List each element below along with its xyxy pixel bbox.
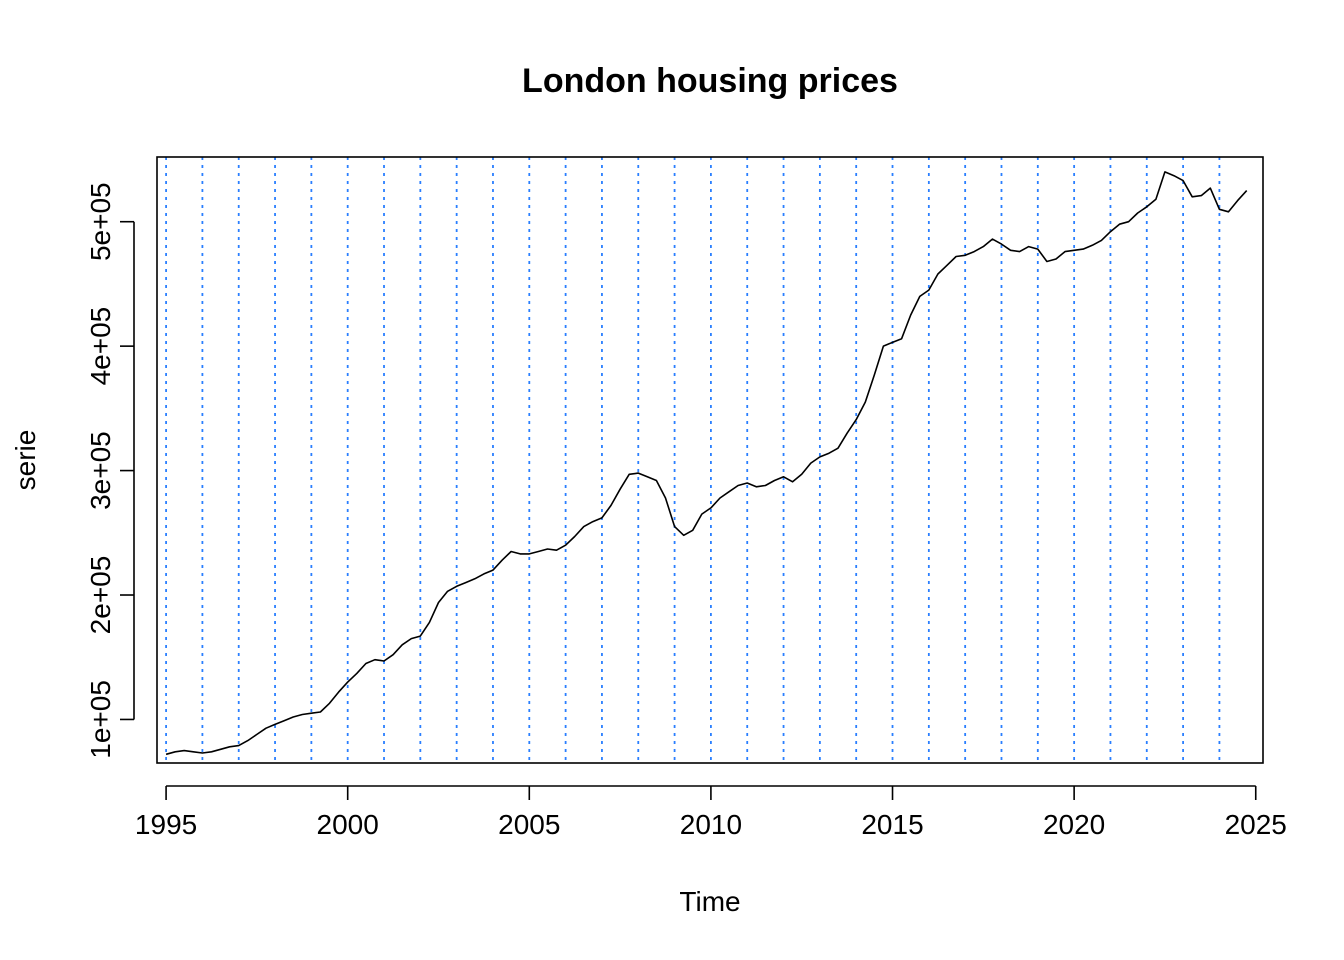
y-tick-label: 3e+05 bbox=[85, 431, 116, 510]
x-tick-label: 2020 bbox=[1043, 809, 1105, 840]
y-tick-label: 2e+05 bbox=[85, 556, 116, 635]
y-axis-label: serie bbox=[10, 430, 41, 491]
series-line bbox=[165, 171, 1248, 756]
y-axis: 1e+05 2e+05 3e+05 4e+05 5e+05 bbox=[85, 182, 135, 759]
x-tick-label: 2010 bbox=[680, 809, 742, 840]
x-tick-label: 2000 bbox=[317, 809, 379, 840]
y-tick-label: 1e+05 bbox=[85, 680, 116, 759]
x-tick-label: 2015 bbox=[861, 809, 923, 840]
x-tick-label: 1995 bbox=[135, 809, 197, 840]
y-tick-label: 5e+05 bbox=[85, 182, 116, 261]
chart-title: London housing prices bbox=[522, 62, 898, 100]
year-reference-lines bbox=[165, 157, 1221, 763]
x-axis: 1995 2000 2005 2010 2015 2020 2025 bbox=[135, 785, 1287, 840]
x-axis-label: Time bbox=[679, 886, 740, 917]
plot-frame bbox=[156, 156, 1264, 764]
x-tick-label: 2025 bbox=[1225, 809, 1287, 840]
x-tick-label: 2005 bbox=[498, 809, 560, 840]
y-tick-label: 4e+05 bbox=[85, 307, 116, 386]
